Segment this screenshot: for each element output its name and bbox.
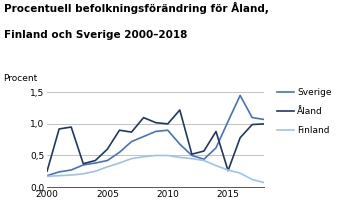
Finland: [129, 157, 134, 160]
Sverige: [153, 130, 158, 133]
Åland: [190, 153, 194, 155]
Finland: [117, 162, 122, 164]
Åland: [69, 126, 73, 128]
Finland: [165, 154, 170, 157]
Finland: [57, 174, 61, 177]
Sverige: [69, 169, 73, 171]
Sverige: [190, 154, 194, 157]
Finland: [142, 155, 146, 158]
Line: Sverige: Sverige: [47, 95, 264, 176]
Åland: [250, 123, 254, 126]
Sverige: [214, 147, 218, 149]
Åland: [214, 130, 218, 133]
Åland: [129, 131, 134, 133]
Åland: [153, 121, 158, 124]
Åland: [238, 137, 242, 139]
Text: Finland och Sverige 2000–2018: Finland och Sverige 2000–2018: [4, 30, 187, 40]
Sverige: [117, 151, 122, 154]
Sverige: [105, 159, 110, 162]
Sverige: [57, 171, 61, 173]
Line: Åland: Åland: [47, 110, 264, 171]
Finland: [69, 174, 73, 176]
Sverige: [165, 129, 170, 132]
Finland: [105, 166, 110, 168]
Text: Procentuell befolkningsförändring för Åland,: Procentuell befolkningsförändring för Ål…: [4, 2, 269, 14]
Åland: [226, 169, 230, 172]
Finland: [214, 164, 218, 167]
Finland: [153, 154, 158, 157]
Finland: [262, 181, 266, 184]
Finland: [93, 170, 97, 173]
Åland: [178, 109, 182, 111]
Åland: [105, 148, 110, 150]
Text: Procent: Procent: [4, 74, 38, 83]
Sverige: [93, 162, 97, 164]
Sverige: [250, 116, 254, 119]
Sverige: [142, 135, 146, 138]
Åland: [81, 162, 85, 165]
Sverige: [202, 158, 206, 161]
Finland: [190, 157, 194, 160]
Finland: [250, 178, 254, 181]
Finland: [178, 156, 182, 159]
Sverige: [262, 118, 266, 121]
Åland: [57, 128, 61, 130]
Åland: [262, 123, 266, 125]
Åland: [93, 159, 97, 162]
Åland: [142, 116, 146, 119]
Finland: [238, 172, 242, 174]
Åland: [165, 123, 170, 125]
Åland: [202, 150, 206, 152]
Sverige: [238, 94, 242, 97]
Åland: [45, 170, 49, 173]
Finland: [45, 175, 49, 178]
Sverige: [129, 140, 134, 143]
Sverige: [81, 164, 85, 166]
Sverige: [45, 174, 49, 177]
Finland: [226, 169, 230, 171]
Sverige: [178, 143, 182, 145]
Finland: [81, 172, 85, 175]
Åland: [117, 129, 122, 132]
Finland: [202, 159, 206, 162]
Sverige: [226, 120, 230, 123]
Line: Finland: Finland: [47, 155, 264, 183]
Legend: Sverige, Åland, Finland: Sverige, Åland, Finland: [277, 89, 332, 135]
